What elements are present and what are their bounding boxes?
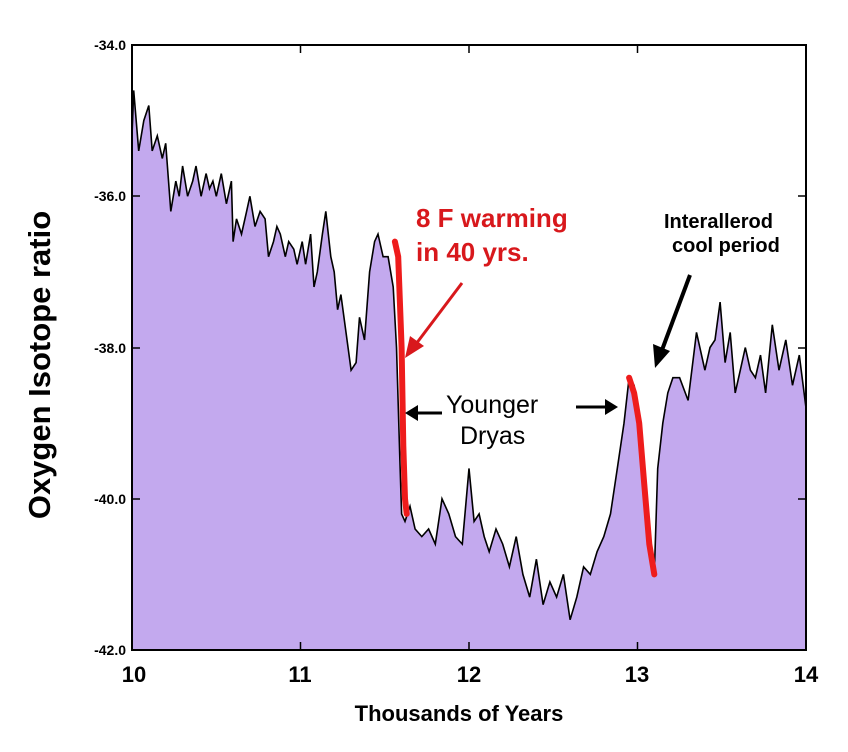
annotation-warming-line1: 8 F warming — [416, 203, 568, 233]
highlight-segment-2 — [626, 374, 658, 578]
arrow-dryas-right — [576, 399, 618, 415]
annotation-younger: Younger — [446, 391, 538, 419]
y-tick-label: -38.0 — [94, 340, 126, 356]
x-ticks — [299, 45, 639, 650]
x-tick-label: 10 — [122, 662, 146, 687]
x-tick-label: 12 — [457, 662, 481, 687]
y-tick-label: -40.0 — [94, 491, 126, 507]
area-fill — [132, 90, 806, 650]
y-ticks — [132, 44, 806, 651]
y-tick-label: -34.0 — [94, 37, 126, 53]
highlight-segment-1 — [391, 238, 410, 517]
arrow-dryas-left — [405, 405, 442, 421]
annotation-interallerod-line1: Interallerod — [664, 211, 773, 233]
x-tick-label: 11 — [288, 662, 311, 687]
y-tick-label: -42.0 — [94, 642, 126, 658]
arrow-warming — [405, 282, 464, 358]
highlight-layer — [391, 238, 658, 578]
annotation-dryas: Dryas — [460, 422, 525, 450]
x-tick-label: 13 — [625, 662, 649, 687]
annotation-warming-line2: in 40 yrs. — [416, 237, 529, 267]
x-tick-label: 14 — [794, 662, 819, 687]
y-tick-label: -36.0 — [94, 188, 126, 204]
arrow-interallerod — [653, 274, 692, 368]
y-axis-title: Oxygen Isotope ratio — [22, 211, 57, 519]
x-axis-title: Thousands of Years — [355, 701, 564, 726]
annotation-interallerod-line2: cool period — [672, 235, 780, 257]
